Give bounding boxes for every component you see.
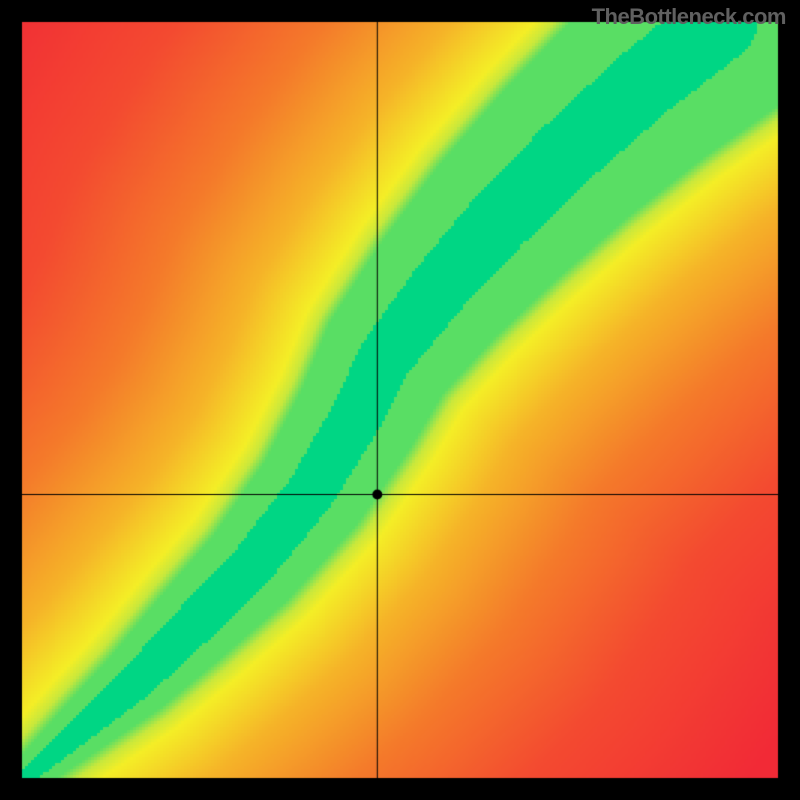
chart-container: TheBottleneck.com xyxy=(0,0,800,800)
heatmap-canvas xyxy=(0,0,800,800)
watermark-text: TheBottleneck.com xyxy=(592,4,786,30)
